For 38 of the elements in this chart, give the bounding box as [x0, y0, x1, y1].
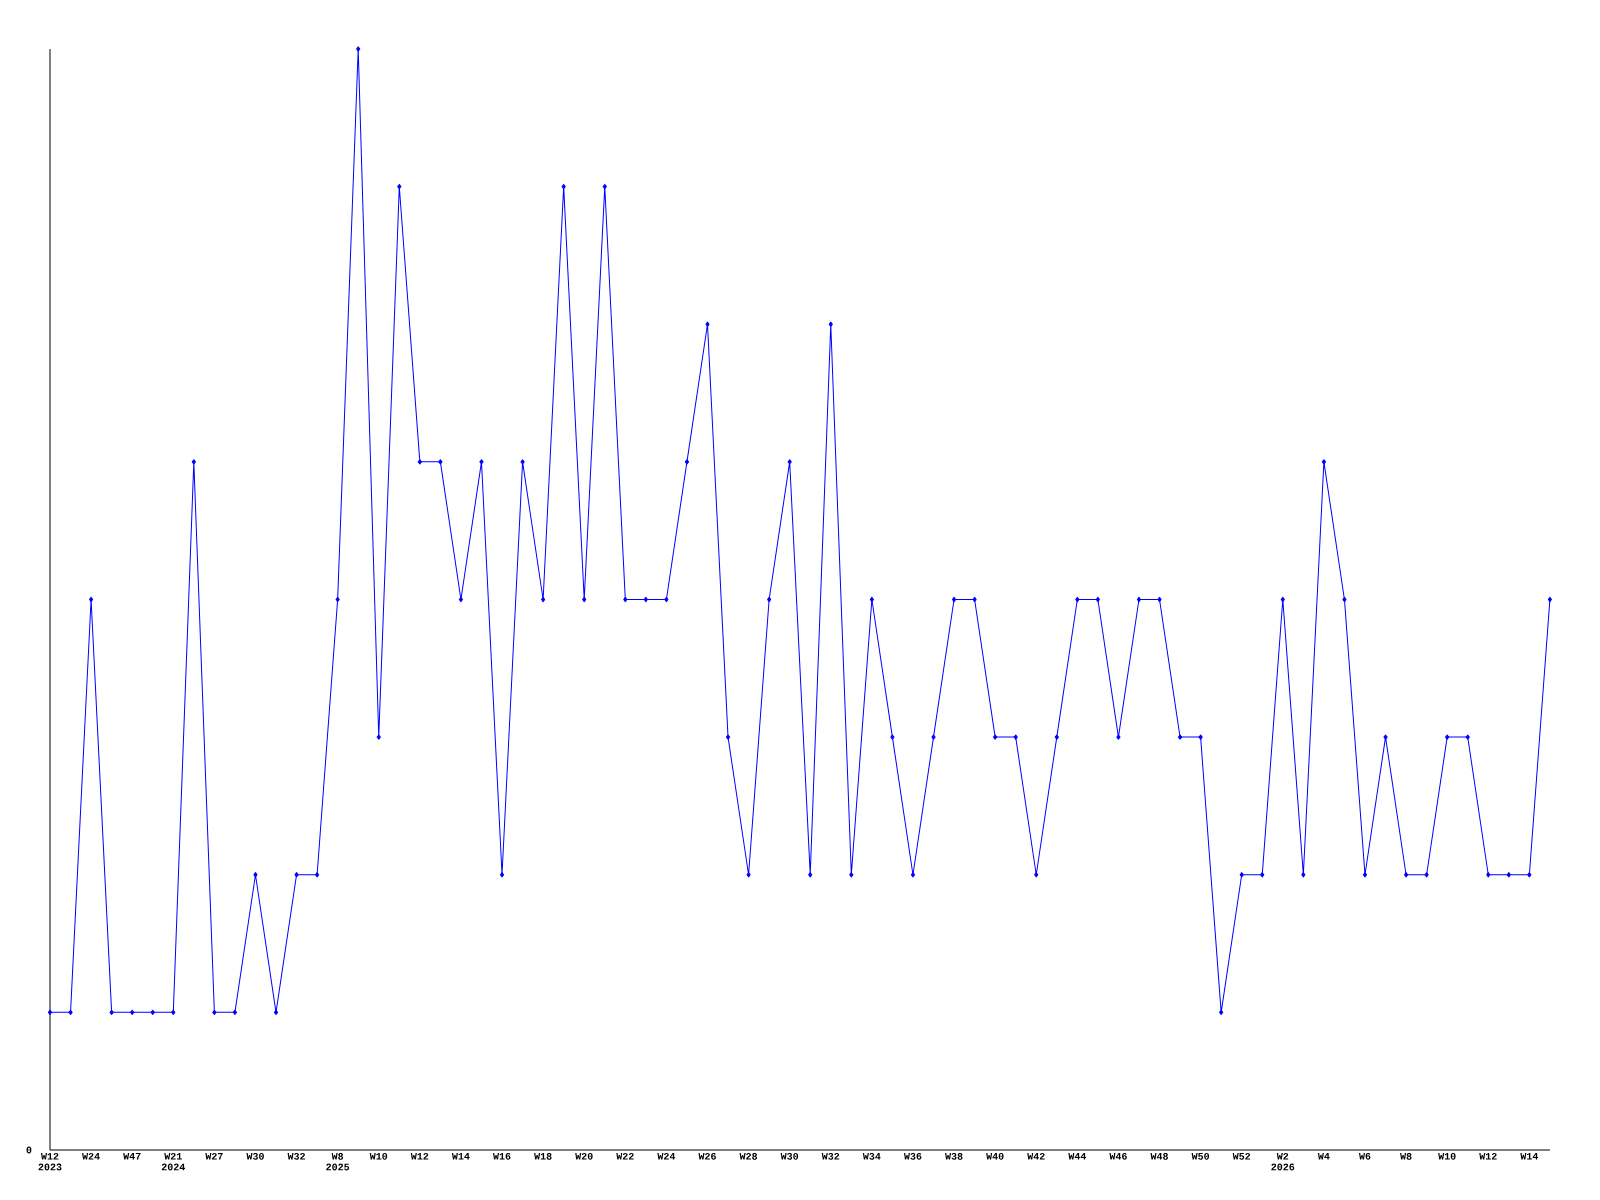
x-tick-label: W2 2026 [1271, 1152, 1295, 1171]
x-tick-label: W27 [205, 1152, 223, 1160]
x-tick-label: W12 [410, 1152, 429, 1160]
x-tick-label: W32 [821, 1152, 840, 1160]
x-tick-label: W40 [986, 1152, 1004, 1160]
x-tick-label: W48 [1150, 1152, 1168, 1160]
x-tick-label: W36 [903, 1152, 922, 1160]
x-tick-label: W34 [862, 1152, 881, 1160]
x-tick-label: W12 [1479, 1152, 1497, 1160]
x-tick-label: W50 [1191, 1152, 1210, 1160]
x-tick-label: W8 [1400, 1152, 1412, 1160]
x-tick-label: W32 [287, 1152, 305, 1160]
x-tick-label: W16 [493, 1152, 511, 1160]
x-tick-label: W10 [1438, 1152, 1456, 1160]
x-tick-label: W8 2025 [326, 1152, 350, 1171]
x-tick-label: W46 [1109, 1152, 1127, 1160]
x-tick-label: W26 [698, 1152, 716, 1160]
x-tick-label: W47 [123, 1152, 141, 1160]
x-tick-label: W18 [534, 1152, 552, 1160]
x-tick-label: W44 [1068, 1152, 1087, 1160]
text: 0 [26, 1146, 32, 1154]
x-tick-label: W14 [1520, 1152, 1539, 1160]
x-tick-label: W22 [616, 1152, 634, 1160]
x-tick-label: W38 [945, 1152, 963, 1160]
x-tick-label: W52 [1232, 1152, 1251, 1160]
x-tick-label: W42 [1027, 1152, 1045, 1160]
x-tick-label: W24 [657, 1152, 676, 1160]
x-tick-label: W28 [739, 1152, 758, 1160]
x-tick-label: W12 2023 [38, 1152, 62, 1171]
x-tick-label: W30 [246, 1152, 264, 1160]
x-tick-label: W6 [1358, 1152, 1371, 1160]
x-tick-label: W30 [780, 1152, 799, 1160]
x-tick-label: W24 [82, 1152, 100, 1160]
x-tick-label: W21 2024 [161, 1152, 185, 1171]
x-tick-label: W20 [575, 1152, 593, 1160]
x-tick-label: W10 [369, 1152, 388, 1160]
x-tick-label: W4 [1317, 1152, 1330, 1160]
x-tick-label: W14 [451, 1152, 470, 1160]
